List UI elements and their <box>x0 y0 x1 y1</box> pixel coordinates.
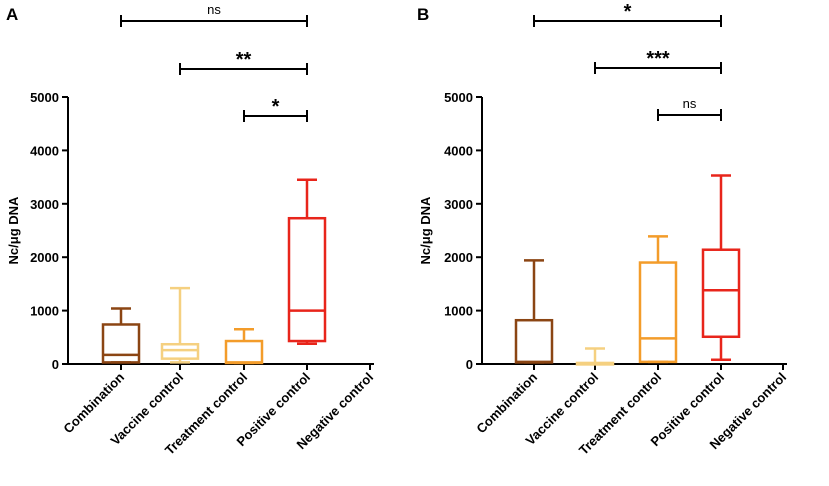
significance-label: ns <box>683 96 697 111</box>
significance-label: * <box>624 1 632 23</box>
significance-label: ns <box>207 2 221 17</box>
box-iqr <box>287 216 327 343</box>
y-axis-label: Nc/μg DNA <box>418 196 433 265</box>
y-tick-label: 0 <box>52 357 59 372</box>
y-tick-label: 5000 <box>30 90 59 105</box>
significance-label: ** <box>236 49 252 71</box>
y-tick-label: 2000 <box>30 250 59 265</box>
y-tick-label: 1000 <box>444 304 473 319</box>
y-tick-label: 2000 <box>444 250 473 265</box>
significance-bracket: ns <box>657 96 722 121</box>
box-combination <box>101 307 141 364</box>
significance-bracket: ** <box>179 49 308 75</box>
box-combination <box>514 259 554 364</box>
box-vaccine-control <box>575 347 615 366</box>
significance-bracket: ns <box>120 2 308 27</box>
significance-bracket: * <box>533 1 722 27</box>
box-positive-control <box>287 178 327 345</box>
y-tick-label: 3000 <box>30 197 59 212</box>
category-label: Combination <box>60 369 127 436</box>
y-tick-label: 4000 <box>30 143 59 158</box>
y-tick-label: 3000 <box>444 197 473 212</box>
significance-bracket: * <box>243 96 308 122</box>
y-axis-label: Nc/μg DNA <box>6 196 21 265</box>
box-iqr <box>101 323 141 364</box>
y-tick-label: 4000 <box>444 143 473 158</box>
panel-letter: B <box>417 5 429 24</box>
box-positive-control <box>701 174 741 361</box>
panel-letter: A <box>6 5 18 24</box>
significance-label: * <box>272 96 280 118</box>
box-treatment-control <box>638 235 678 364</box>
y-tick-label: 0 <box>466 357 473 372</box>
panel-a: A Nc/μg DNA 0 1000 2000 3000 4000 5000 Combinati… <box>6 2 376 458</box>
box-iqr <box>638 261 678 364</box>
panel-b: B Nc/μg DNA 0 1000 2000 3000 4000 5000 Combinati… <box>417 1 789 458</box>
significance-label: *** <box>646 48 670 70</box>
y-tick-label: 5000 <box>444 90 473 105</box>
box-treatment-control <box>224 328 264 365</box>
category-label: Combination <box>473 369 540 436</box>
significance-bracket: *** <box>594 48 722 74</box>
box-iqr <box>160 342 200 360</box>
box-iqr <box>701 248 741 339</box>
y-tick-label: 1000 <box>30 304 59 319</box>
box-iqr <box>224 339 264 365</box>
box-vaccine-control <box>160 286 200 364</box>
box-iqr <box>514 318 554 364</box>
